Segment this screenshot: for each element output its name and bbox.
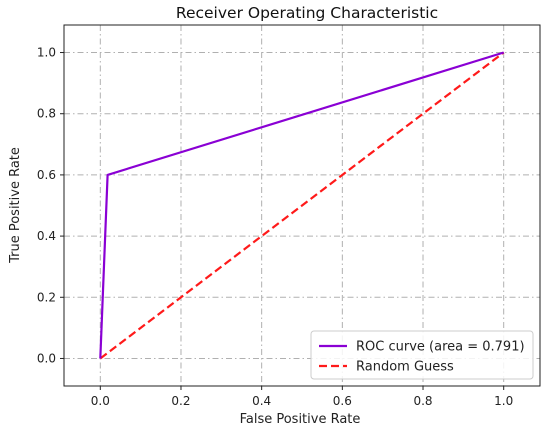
x-tick-label: 0.4	[252, 394, 271, 408]
y-tick-label: 0.2	[37, 290, 56, 304]
y-tick-label: 0.4	[37, 229, 56, 243]
chart-title: Receiver Operating Characteristic	[176, 4, 438, 22]
x-tick-label: 1.0	[494, 394, 513, 408]
roc-curve-line	[99, 51, 505, 359]
series-layer	[99, 51, 505, 360]
x-tick-label: 0.0	[91, 394, 110, 408]
x-tick-label: 0.8	[413, 394, 432, 408]
legend-label: Random Guess	[356, 360, 454, 375]
y-tick-label: 0.8	[37, 107, 56, 121]
legend-box	[310, 330, 534, 380]
legend-label: ROC curve (area = 0.791)	[356, 340, 525, 355]
plot-frame	[63, 24, 541, 387]
x-tick-label: 0.6	[333, 394, 352, 408]
random-guess-line	[99, 51, 505, 360]
x-axis-title: False Positive Rate	[240, 412, 361, 427]
tick-layer: 0.0 0.2 0.4 0.6 0.8 1.0 0.0 0.2 0.4 0.6 0.8 1.0	[37, 46, 513, 408]
y-axis-title: True Positive Rate	[8, 147, 23, 264]
y-tick-label: 0.6	[37, 168, 56, 182]
legend: ROC curve (area = 0.791) Random Guess	[310, 330, 534, 380]
y-tick-label: 1.0	[37, 46, 56, 60]
y-tick-label: 0.0	[37, 351, 56, 365]
x-tick-label: 0.2	[171, 394, 190, 408]
